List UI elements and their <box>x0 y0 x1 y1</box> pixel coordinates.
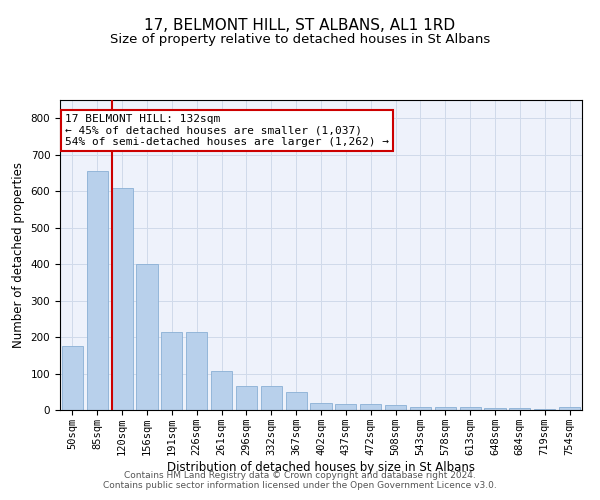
Bar <box>62 346 83 410</box>
Bar <box>87 171 108 410</box>
Bar <box>310 404 332 410</box>
Bar <box>186 332 207 410</box>
Bar <box>484 408 506 410</box>
Bar <box>211 371 232 410</box>
Text: 17, BELMONT HILL, ST ALBANS, AL1 1RD: 17, BELMONT HILL, ST ALBANS, AL1 1RD <box>145 18 455 32</box>
Bar <box>112 188 133 410</box>
Bar <box>509 408 530 410</box>
Bar <box>460 408 481 410</box>
Bar <box>559 408 580 410</box>
Text: Contains HM Land Registry data © Crown copyright and database right 2024.
Contai: Contains HM Land Registry data © Crown c… <box>103 470 497 490</box>
Bar <box>385 406 406 410</box>
Bar <box>360 404 381 410</box>
Bar <box>335 404 356 410</box>
Bar <box>410 408 431 410</box>
Text: 17 BELMONT HILL: 132sqm
← 45% of detached houses are smaller (1,037)
54% of semi: 17 BELMONT HILL: 132sqm ← 45% of detache… <box>65 114 389 147</box>
Y-axis label: Number of detached properties: Number of detached properties <box>12 162 25 348</box>
Bar <box>286 392 307 410</box>
Bar <box>236 386 257 410</box>
Bar <box>261 386 282 410</box>
Bar <box>161 332 182 410</box>
X-axis label: Distribution of detached houses by size in St Albans: Distribution of detached houses by size … <box>167 460 475 473</box>
Bar <box>435 408 456 410</box>
Bar <box>136 264 158 410</box>
Text: Size of property relative to detached houses in St Albans: Size of property relative to detached ho… <box>110 32 490 46</box>
